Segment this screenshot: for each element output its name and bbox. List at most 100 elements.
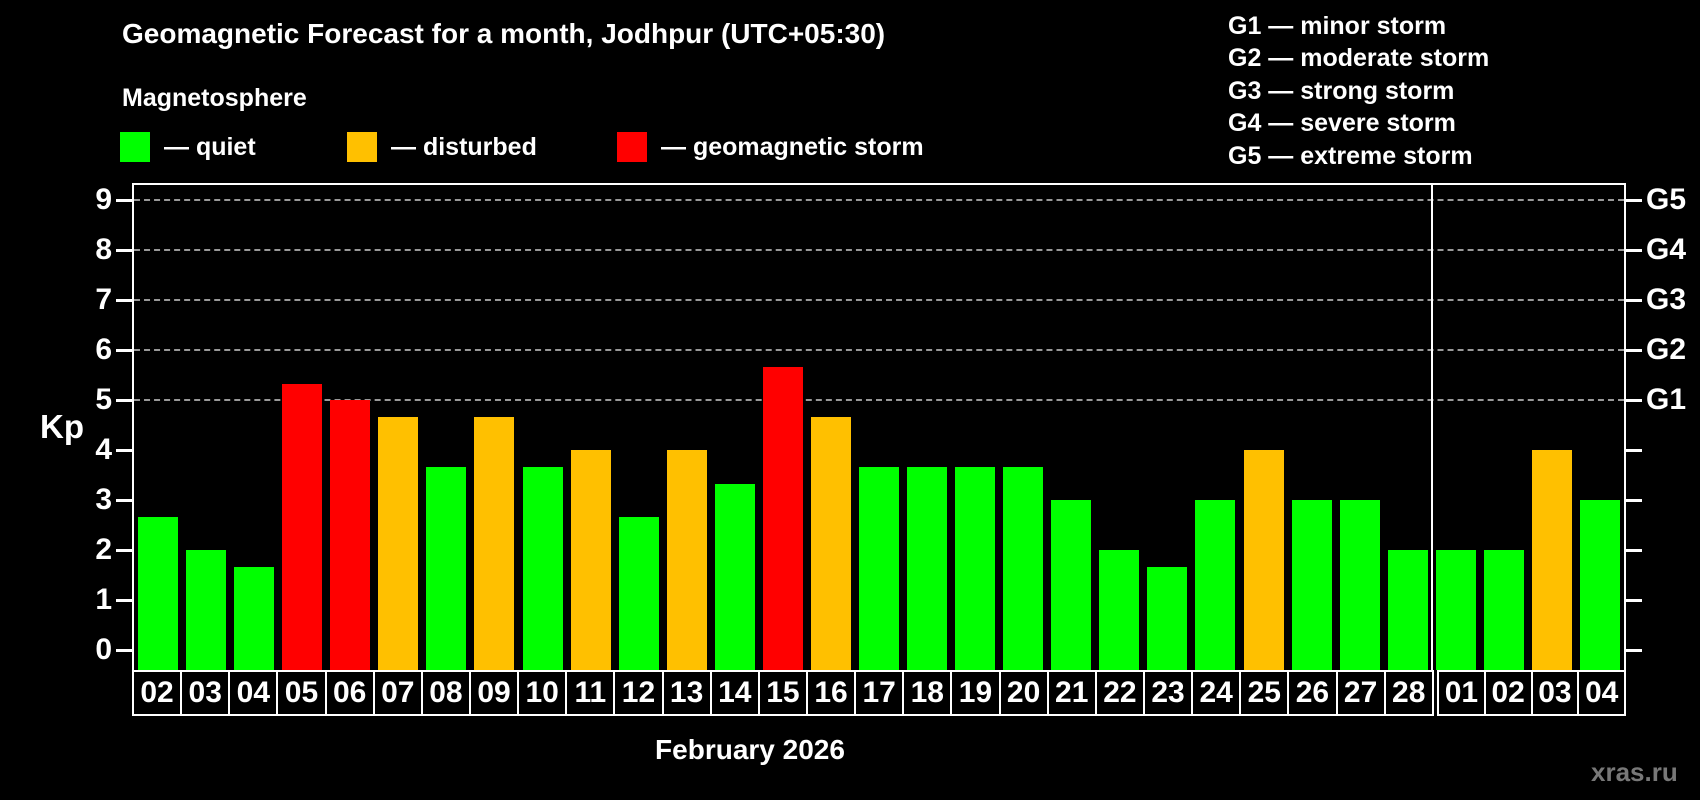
- day-label-cell-21: 21: [1046, 672, 1095, 714]
- day-label-cell-18: 18: [902, 672, 950, 714]
- kp-bar-day-26: [1291, 500, 1332, 670]
- y-axis-label-5: 5: [95, 383, 112, 416]
- gridline-kp9: [134, 199, 1624, 201]
- day-label-cell-04: 04: [1577, 672, 1624, 714]
- kp-bar-day-25: [1243, 450, 1284, 670]
- y-axis-title: Kp: [40, 408, 84, 445]
- kp-bar-day-09: [474, 416, 515, 670]
- y-axis-label-0: 0: [95, 633, 112, 666]
- right-axis-tick-9: [1626, 199, 1642, 202]
- gridline-kp6: [134, 349, 1624, 351]
- kp-bar-day-13: [666, 450, 707, 670]
- right-axis-tick-1: [1626, 599, 1642, 602]
- day-label-cell-02: 02: [140, 676, 174, 709]
- kp-bar-day-08: [426, 466, 467, 670]
- day-label-row-february: 02 03 04 05 06 07 08 09 10 11 12 13 14 15 16 17 18 19 20 21…: [132, 670, 1434, 716]
- kp-bar-day-21: [1051, 500, 1092, 670]
- day-label-cell-20: 20: [998, 672, 1047, 714]
- day-label-cell-12: 12: [613, 672, 661, 714]
- y-axis-label-7: 7: [95, 283, 112, 316]
- watermark: xras.ru: [1591, 757, 1678, 787]
- day-label-cell-05: 05: [276, 672, 324, 714]
- y-axis-tick-7: [116, 299, 132, 302]
- day-label-cell-11: 11: [565, 672, 613, 714]
- kp-bar-day-05: [282, 383, 323, 670]
- storm-scale-item-g1: G1 — minor storm: [1228, 12, 1447, 40]
- kp-bar-day-04: [234, 566, 275, 670]
- y-axis-tick-4: [116, 449, 132, 452]
- kp-bar-day-22: [1099, 550, 1140, 670]
- day-label-cell-09: 09: [468, 672, 517, 714]
- month-separator-line: [1430, 185, 1433, 670]
- day-label-cell-10: 10: [517, 672, 565, 714]
- right-axis-tick-2: [1626, 549, 1642, 552]
- chart-subtitle: Magnetosphere: [122, 84, 307, 112]
- day-label-cell-25: 25: [1239, 672, 1287, 714]
- quiet-swatch-icon: [120, 132, 150, 162]
- right-axis-tick-0: [1626, 649, 1642, 652]
- day-label-cell-07: 07: [372, 672, 421, 714]
- y-axis-tick-3: [116, 499, 132, 502]
- y-axis-tick-8: [116, 249, 132, 252]
- right-axis-tick-5: [1626, 399, 1642, 402]
- day-label-cell-03: 03: [180, 672, 228, 714]
- day-label-cell-01: 01: [1444, 676, 1479, 709]
- disturbed-swatch-icon: [347, 132, 377, 162]
- right-axis-tick-4: [1626, 449, 1642, 452]
- y-axis-label-8: 8: [95, 233, 112, 266]
- day-label-cell-26: 26: [1287, 672, 1335, 714]
- kp-bar-day-12: [618, 516, 659, 670]
- kp-bar-day-23: [1147, 566, 1188, 670]
- y-axis-tick-2: [116, 549, 132, 552]
- y-axis-tick-6: [116, 349, 132, 352]
- g-scale-label-g4: G4: [1646, 233, 1687, 266]
- y-axis-tick-0: [116, 649, 132, 652]
- kp-bar-day-20: [1003, 466, 1044, 670]
- y-axis-tick-9: [116, 199, 132, 202]
- gridline-kp5: [134, 399, 1624, 401]
- plot-area: [132, 183, 1626, 670]
- day-label-cell-06: 06: [324, 672, 373, 714]
- page-title: Geomagnetic Forecast for a month, Jodhpu…: [122, 18, 886, 49]
- y-axis-label-2: 2: [95, 533, 112, 566]
- kp-bar-day-27: [1339, 500, 1380, 670]
- day-label-cell-27: 27: [1335, 672, 1384, 714]
- y-axis-label-6: 6: [95, 333, 112, 366]
- day-label-cell-08: 08: [420, 672, 469, 714]
- g-scale-label-g2: G2: [1646, 333, 1687, 366]
- y-axis-tick-1: [116, 599, 132, 602]
- y-axis-label-9: 9: [95, 183, 112, 216]
- y-axis-label-3: 3: [95, 483, 112, 516]
- kp-bar-day-10: [522, 466, 563, 670]
- storm-swatch-icon: [617, 132, 647, 162]
- storm-scale-item-g2: G2 — moderate storm: [1228, 44, 1490, 73]
- day-label-cell-23: 23: [1142, 672, 1191, 714]
- day-label-cell-15: 15: [757, 672, 806, 714]
- day-label-cell-28: 28: [1383, 672, 1432, 714]
- legend-label-storm: — geomagnetic storm: [661, 132, 924, 161]
- g-scale-label-g5: G5: [1646, 183, 1687, 216]
- kp-bar-day-02: [1483, 550, 1524, 670]
- kp-bar-day-01: [1435, 550, 1476, 670]
- x-axis-title: February 2026: [655, 734, 845, 765]
- y-axis-label-4: 4: [95, 433, 112, 466]
- day-label-cell-16: 16: [805, 672, 854, 714]
- day-label-cell-24: 24: [1191, 672, 1239, 714]
- day-label-cell-13: 13: [661, 672, 710, 714]
- day-label-cell-17: 17: [854, 672, 902, 714]
- legend-item-disturbed: — disturbed: [347, 132, 537, 162]
- kp-bar-day-19: [955, 466, 996, 670]
- storm-scale-legend: G1 — minor storm G2 — moderate storm G3 …: [1228, 10, 1489, 172]
- g-scale-label-g1: G1: [1646, 383, 1687, 416]
- kp-bar-day-06: [330, 400, 371, 670]
- kp-bar-day-03: [1531, 450, 1572, 670]
- storm-scale-item-g4: G4 — severe storm: [1228, 109, 1456, 138]
- g-scale-label-g3: G3: [1646, 283, 1687, 316]
- y-axis-tick-5: [116, 399, 132, 402]
- day-label-cell-02: 02: [1483, 672, 1531, 714]
- day-label-row-march: 01 02 03 04: [1437, 670, 1626, 716]
- kp-bar-day-15: [762, 366, 803, 670]
- legend-label-disturbed: — disturbed: [391, 132, 537, 161]
- kp-bar-day-07: [378, 416, 419, 670]
